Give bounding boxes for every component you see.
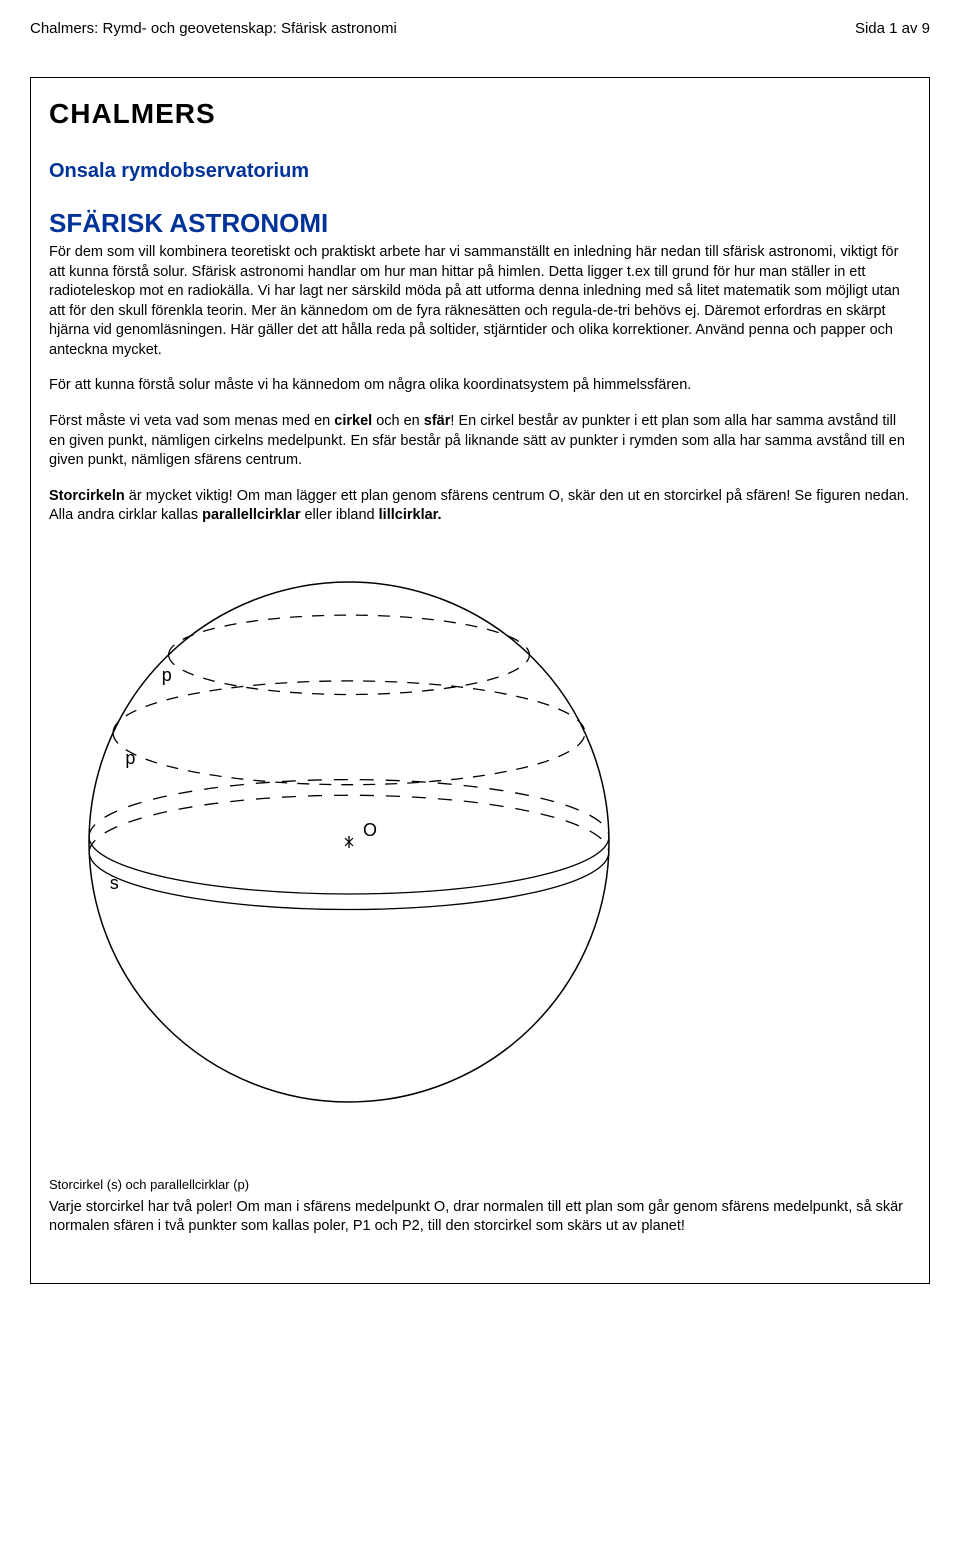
paragraph-5: Varje storcirkel har två poler! Om man i… xyxy=(49,1198,911,1237)
page-header: Chalmers: Rymd- och geovetenskap: Sfäris… xyxy=(30,20,930,37)
page-title: SFÄRISK ASTRONOMI xyxy=(49,208,911,239)
svg-text:p: p xyxy=(162,665,172,685)
sphere-svg: Op p s xyxy=(49,542,649,1142)
text-span: eller ibland xyxy=(300,507,378,523)
svg-text:p: p xyxy=(125,748,135,768)
header-left: Chalmers: Rymd- och geovetenskap: Sfäris… xyxy=(30,20,397,37)
svg-text:s: s xyxy=(110,873,119,893)
content-box: CHALMERS Onsala rymdobservatorium SFÄRIS… xyxy=(30,77,930,1284)
bold-parallellcirklar: parallellcirklar xyxy=(202,507,300,523)
paragraph-4: Storcirkeln är mycket viktig! Om man läg… xyxy=(49,487,911,526)
chalmers-logo: CHALMERS xyxy=(49,98,911,130)
bold-lillcirklar: lillcirklar. xyxy=(379,507,442,523)
bold-storcirkeln: Storcirkeln xyxy=(49,488,125,504)
header-right: Sida 1 av 9 xyxy=(855,20,930,37)
paragraph-2: För att kunna förstå solur måste vi ha k… xyxy=(49,376,911,396)
text-span: är mycket viktig! Om man lägger ett plan… xyxy=(49,488,909,524)
intro-paragraph: För dem som vill kombinera teoretiskt oc… xyxy=(49,243,911,360)
text-span: och en xyxy=(372,413,424,429)
text-span: Först måste vi veta vad som menas med en xyxy=(49,413,334,429)
subheading: Onsala rymdobservatorium xyxy=(49,160,911,183)
paragraph-3: Först måste vi veta vad som menas med en… xyxy=(49,412,911,471)
diagram-caption: Storcirkel (s) och parallellcirklar (p) xyxy=(49,1177,911,1192)
bold-cirkel: cirkel xyxy=(334,413,372,429)
bold-sfar: sfär xyxy=(424,413,451,429)
svg-text:O: O xyxy=(363,820,377,840)
sphere-diagram: Op p s xyxy=(49,542,911,1147)
